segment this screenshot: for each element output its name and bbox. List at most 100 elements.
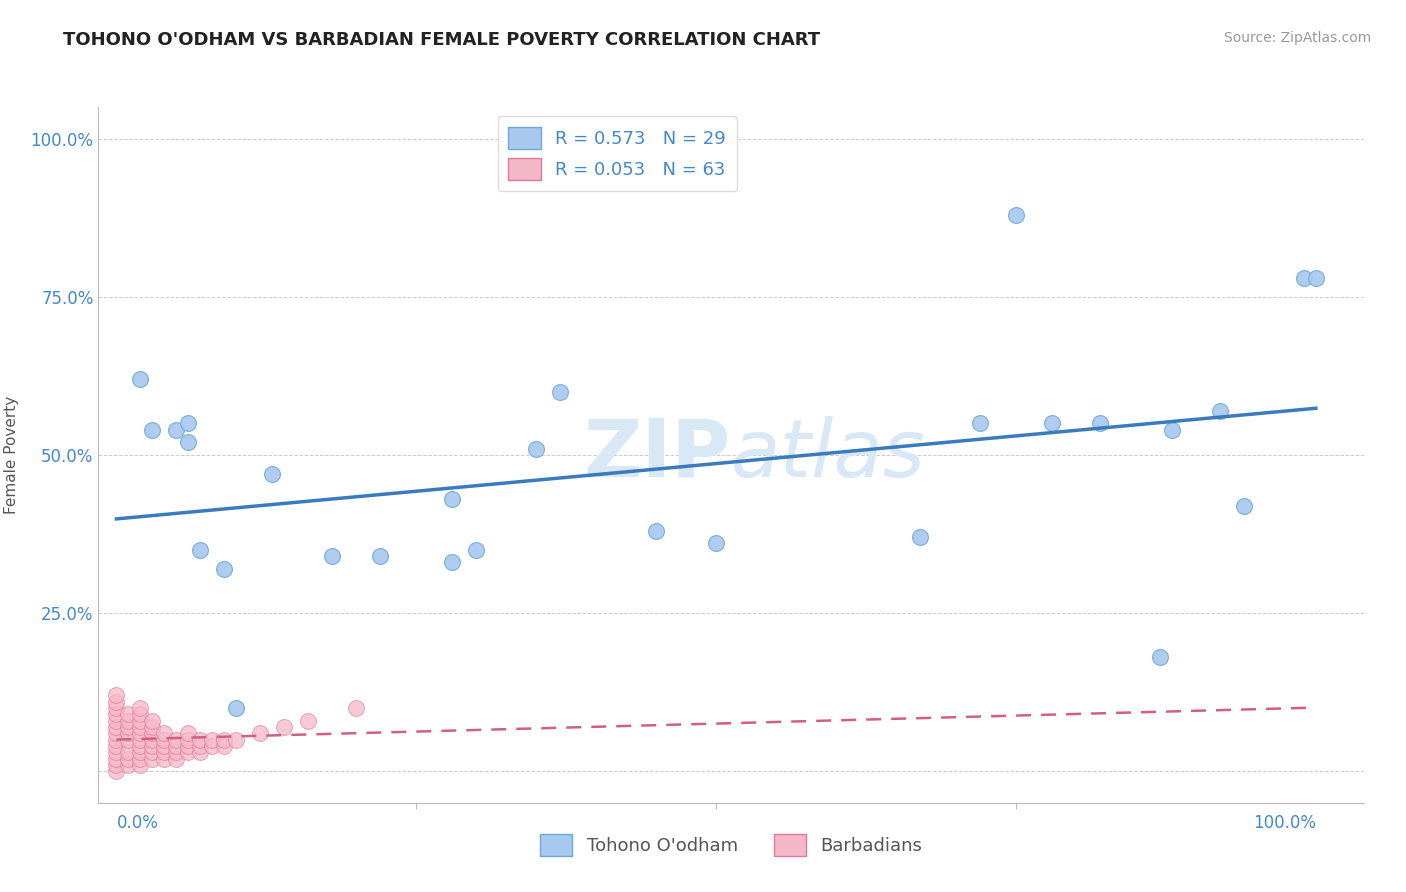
Point bbox=[129, 732, 152, 747]
Point bbox=[548, 384, 571, 399]
Point bbox=[141, 732, 163, 747]
Point bbox=[141, 720, 163, 734]
Point bbox=[262, 467, 284, 481]
Point bbox=[969, 417, 991, 431]
Point bbox=[1149, 650, 1171, 665]
Point bbox=[645, 524, 668, 538]
Point bbox=[129, 745, 152, 759]
Text: Source: ZipAtlas.com: Source: ZipAtlas.com bbox=[1223, 31, 1371, 45]
Point bbox=[153, 732, 176, 747]
Point bbox=[105, 707, 128, 722]
Point bbox=[105, 739, 128, 753]
Point bbox=[1088, 417, 1111, 431]
Point bbox=[105, 695, 128, 709]
Point bbox=[153, 745, 176, 759]
Point bbox=[177, 435, 200, 450]
Point bbox=[177, 726, 200, 740]
Point bbox=[190, 745, 212, 759]
Point bbox=[105, 751, 128, 765]
Text: atlas: atlas bbox=[731, 416, 927, 494]
Point bbox=[105, 732, 128, 747]
Point bbox=[344, 701, 367, 715]
Point bbox=[214, 732, 236, 747]
Point bbox=[141, 745, 163, 759]
Text: 100.0%: 100.0% bbox=[1253, 814, 1316, 832]
Point bbox=[225, 732, 247, 747]
Point bbox=[141, 714, 163, 728]
Point bbox=[117, 714, 139, 728]
Point bbox=[105, 745, 128, 759]
Point bbox=[1305, 270, 1327, 285]
Point bbox=[177, 417, 200, 431]
Legend: Tohono O'odham, Barbadians: Tohono O'odham, Barbadians bbox=[533, 827, 929, 863]
Text: ZIP: ZIP bbox=[583, 416, 731, 494]
Point bbox=[117, 726, 139, 740]
Point bbox=[524, 442, 547, 456]
Point bbox=[129, 751, 152, 765]
Point bbox=[1161, 423, 1184, 437]
Point bbox=[105, 757, 128, 772]
Point bbox=[225, 701, 247, 715]
Point bbox=[117, 720, 139, 734]
Point bbox=[1292, 270, 1315, 285]
Point bbox=[105, 726, 128, 740]
Point bbox=[1209, 403, 1232, 417]
Point bbox=[214, 739, 236, 753]
Point bbox=[165, 732, 187, 747]
Point bbox=[129, 739, 152, 753]
Point bbox=[129, 701, 152, 715]
Point bbox=[141, 739, 163, 753]
Point bbox=[177, 732, 200, 747]
Point bbox=[249, 726, 271, 740]
Point bbox=[368, 549, 391, 563]
Point bbox=[177, 745, 200, 759]
Point bbox=[165, 751, 187, 765]
Point bbox=[1233, 499, 1256, 513]
Point bbox=[117, 751, 139, 765]
Point bbox=[165, 423, 187, 437]
Point bbox=[190, 542, 212, 557]
Point bbox=[141, 423, 163, 437]
Point bbox=[1005, 208, 1028, 222]
Point bbox=[153, 726, 176, 740]
Point bbox=[141, 726, 163, 740]
Point bbox=[117, 745, 139, 759]
Point bbox=[1040, 417, 1063, 431]
Point bbox=[704, 536, 727, 550]
Point bbox=[129, 714, 152, 728]
Point bbox=[129, 757, 152, 772]
Point bbox=[105, 714, 128, 728]
Point bbox=[141, 751, 163, 765]
Point bbox=[105, 688, 128, 702]
Y-axis label: Female Poverty: Female Poverty bbox=[4, 396, 20, 514]
Point bbox=[129, 707, 152, 722]
Point bbox=[441, 556, 464, 570]
Point bbox=[908, 530, 931, 544]
Point bbox=[214, 562, 236, 576]
Point bbox=[117, 757, 139, 772]
Point bbox=[177, 739, 200, 753]
Point bbox=[165, 739, 187, 753]
Point bbox=[321, 549, 343, 563]
Point bbox=[117, 707, 139, 722]
Point bbox=[105, 764, 128, 779]
Point bbox=[153, 739, 176, 753]
Point bbox=[201, 739, 224, 753]
Point bbox=[441, 492, 464, 507]
Point bbox=[105, 720, 128, 734]
Point bbox=[105, 701, 128, 715]
Point bbox=[190, 739, 212, 753]
Text: 0.0%: 0.0% bbox=[117, 814, 159, 832]
Point bbox=[273, 720, 295, 734]
Point bbox=[117, 732, 139, 747]
Point bbox=[153, 751, 176, 765]
Point bbox=[129, 372, 152, 386]
Point bbox=[129, 726, 152, 740]
Point bbox=[297, 714, 319, 728]
Point bbox=[465, 542, 488, 557]
Point bbox=[201, 732, 224, 747]
Point bbox=[129, 720, 152, 734]
Point bbox=[190, 732, 212, 747]
Point bbox=[165, 745, 187, 759]
Text: TOHONO O'ODHAM VS BARBADIAN FEMALE POVERTY CORRELATION CHART: TOHONO O'ODHAM VS BARBADIAN FEMALE POVER… bbox=[63, 31, 820, 49]
